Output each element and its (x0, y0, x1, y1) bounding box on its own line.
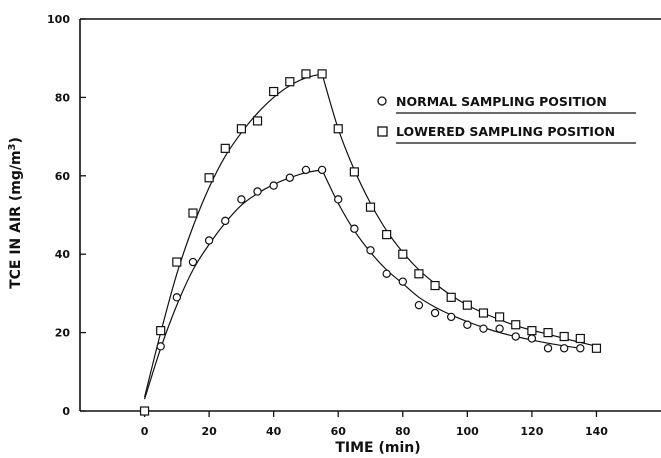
point-lowered (446, 292, 456, 302)
chart-legend: NORMAL SAMPLING POSITION LOWERED SAMPLIN… (377, 94, 636, 144)
chart-axes: 0 20 40 60 80 100 0 20 40 60 80 100 120 140 (47, 13, 661, 438)
point-normal (334, 195, 343, 204)
point-normal (446, 312, 456, 322)
legend-label-normal: NORMAL SAMPLING POSITION (396, 94, 607, 109)
fit-curve-normal-decay (321, 169, 581, 349)
fit-curve-lowered-decay (321, 73, 597, 347)
fit-curves (143, 73, 597, 400)
point-lowered (430, 280, 440, 291)
x-tick-label: 120 (520, 425, 543, 438)
point-normal (543, 344, 553, 353)
x-tick-label: 20 (201, 425, 217, 438)
point-normal (237, 195, 246, 204)
point-lowered (478, 308, 489, 318)
point-normal (221, 216, 230, 226)
point-lowered (414, 269, 424, 279)
point-normal (382, 269, 391, 278)
point-lowered (543, 328, 553, 338)
point-normal (511, 332, 520, 341)
point-normal (156, 342, 165, 351)
y-axis-title: TCE IN AIR (mg/m3) (7, 137, 24, 289)
x-tick-label: 60 (331, 425, 347, 438)
y-tick-label: 20 (55, 327, 71, 340)
legend-label-lowered: LOWERED SAMPLING POSITION (396, 124, 615, 139)
y-tick-label: 60 (55, 170, 71, 183)
point-normal (495, 324, 504, 333)
point-lowered (301, 69, 311, 79)
point-lowered (511, 320, 521, 330)
x-tick-label: 40 (266, 425, 282, 438)
point-normal (269, 181, 278, 190)
y-tick-label: 80 (55, 91, 71, 104)
y-axis-title-main: TCE IN AIR (mg/m (8, 150, 24, 288)
point-normal (430, 308, 440, 318)
x-tick-label: 140 (585, 425, 608, 438)
point-normal (204, 236, 214, 245)
point-normal (398, 277, 407, 286)
fit-curve-normal-rise (143, 169, 323, 400)
point-lowered (252, 116, 263, 126)
point-lowered (382, 230, 392, 240)
point-normal (366, 246, 375, 255)
point-lowered (172, 257, 182, 267)
point-lowered (188, 208, 198, 218)
data-markers (139, 69, 602, 416)
point-normal (414, 300, 424, 310)
x-axis-title: TIME (min) (335, 440, 420, 456)
point-normal (172, 293, 182, 302)
point-normal (559, 344, 569, 353)
point-lowered (317, 69, 327, 79)
point-lowered (269, 86, 279, 97)
point-normal (576, 344, 585, 353)
point-normal (350, 224, 359, 233)
y-tick-label: 0 (62, 405, 70, 418)
point-lowered (204, 173, 214, 183)
point-lowered (527, 326, 537, 336)
legend-marker-normal (377, 96, 387, 106)
point-lowered (285, 77, 295, 87)
point-lowered (349, 167, 359, 177)
point-normal (527, 334, 537, 343)
point-lowered (559, 331, 569, 342)
point-lowered (462, 300, 472, 310)
point-lowered (365, 202, 376, 212)
point-normal (188, 257, 198, 267)
point-normal (463, 320, 472, 329)
fit-curve-lowered-rise (143, 73, 323, 398)
y-tick-label: 40 (55, 248, 71, 261)
point-lowered (398, 249, 408, 259)
point-lowered (575, 333, 585, 344)
point-normal (301, 165, 311, 175)
legend-marker-lowered (377, 126, 388, 137)
point-lowered (156, 326, 166, 336)
x-tick-label: 100 (456, 425, 479, 438)
point-lowered (591, 343, 602, 353)
y-axis-title-close: ) (8, 137, 24, 143)
x-tick-label: 80 (395, 425, 411, 438)
point-lowered (333, 124, 343, 134)
point-normal (253, 187, 262, 196)
point-normal (285, 173, 295, 182)
point-normal (479, 324, 488, 333)
point-lowered (139, 406, 150, 416)
point-normal (317, 165, 327, 175)
point-lowered (495, 312, 505, 322)
y-axis-title-sup: 3 (7, 143, 18, 150)
point-lowered (236, 124, 246, 134)
x-tick-label: 0 (141, 425, 149, 438)
point-lowered (220, 143, 230, 153)
y-tick-label: 100 (47, 13, 70, 26)
